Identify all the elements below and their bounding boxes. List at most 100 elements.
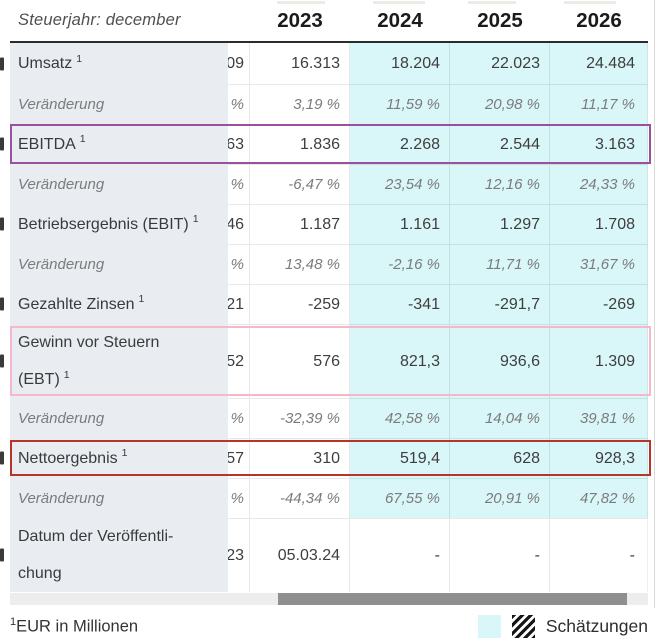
cell-2025: 1.297: [450, 204, 550, 244]
clipped-text-fragment: [0, 548, 4, 562]
cell-2024: 67,55 %: [350, 478, 450, 518]
clipped-hidden-column-value: 23: [228, 518, 250, 592]
cell-2026: -269: [550, 284, 648, 324]
clipped-text-fragment: [0, 217, 4, 231]
container-right-border: [654, 0, 655, 608]
row-label: Betriebsergebnis (EBIT) 1: [10, 204, 228, 244]
hatched-swatch-icon: [511, 614, 535, 638]
row-label: Veränderung: [10, 84, 228, 124]
cell-2023: -44,34 %: [250, 478, 350, 518]
row-label: Umsatz 1: [10, 43, 228, 84]
row-label: Datum der Veröffentli- chung: [10, 518, 228, 592]
cell-2023: 13,48 %: [250, 244, 350, 284]
cell-2023: 1.836: [250, 124, 350, 164]
cell-2025: -291,7: [450, 284, 550, 324]
table-row: Veränderung% -6,47 % 23,54 % 12,16 % 24,33 %: [10, 164, 648, 204]
clipped-top-content: [468, 1, 516, 4]
cell-2026: 39,81 %: [550, 398, 648, 438]
cell-2026: -: [550, 518, 648, 592]
clipped-top-content: [564, 1, 616, 4]
footnote-marker: 1: [79, 133, 86, 146]
cell-2025: 2.544: [450, 124, 550, 164]
clipped-hidden-column-value: %: [228, 244, 250, 284]
cell-2023: 576: [250, 324, 350, 398]
clipped-top-content: [277, 1, 325, 4]
clipped-hidden-column-value: %: [228, 398, 250, 438]
clipped-hidden-column-value: 52: [228, 324, 250, 398]
row-label: Gewinn vor Steuern (EBT) 1: [10, 324, 228, 398]
cell-2026: 24,33 %: [550, 164, 648, 204]
horizontal-scrollbar-track[interactable]: [10, 593, 648, 605]
clipped-hidden-column-value: %: [228, 84, 250, 124]
cell-2026: 3.163: [550, 124, 648, 164]
cell-2023: -6,47 %: [250, 164, 350, 204]
cell-2024: 23,54 %: [350, 164, 450, 204]
table-row: Veränderung% 3,19 % 11,59 % 20,98 % 11,17 %: [10, 84, 648, 124]
table-header: Steuerjahr: december 2023 2024 2025 2026: [10, 0, 648, 43]
clipped-hidden-column-value: %: [228, 478, 250, 518]
cell-2024: -2,16 %: [350, 244, 450, 284]
footnote-marker: 1: [192, 213, 199, 226]
footnote-marker: 1: [76, 52, 83, 65]
clipped-hidden-column-value: 63: [228, 124, 250, 164]
cell-2025: 936,6: [450, 324, 550, 398]
row-label: Nettoergebnis 1: [10, 438, 228, 478]
footnote-eur-millions: 1EUR in Millionen: [10, 615, 139, 636]
cell-2023: -259: [250, 284, 350, 324]
estimate-color-swatch: [477, 614, 501, 638]
estimates-legend: Schätzungen: [477, 614, 648, 638]
cell-2023: 1.187: [250, 204, 350, 244]
row-label: Veränderung: [10, 164, 228, 204]
clipped-hidden-column-value: 57: [228, 438, 250, 478]
row-label: Gezahlte Zinsen 1: [10, 284, 228, 324]
row-label: Veränderung: [10, 478, 228, 518]
clipped-text-fragment: [0, 57, 4, 70]
footnote-marker: 1: [121, 447, 128, 460]
cell-2026: 24.484: [550, 43, 648, 84]
column-header-2025: 2025: [477, 8, 523, 32]
table-grid: Umsatz10916.31318.20422.02324.484Verände…: [0, 43, 651, 592]
cell-2025: 11,71 %: [450, 244, 550, 284]
cell-2024: 18.204: [350, 43, 450, 84]
cell-2023: 310: [250, 438, 350, 478]
clipped-text-fragment: [0, 451, 4, 465]
footnote-marker: 1: [10, 615, 17, 628]
cell-2025: -: [450, 518, 550, 592]
clipped-text-fragment: [0, 297, 4, 311]
table-row: Veränderung% -32,39 % 42,58 % 14,04 % 39,81 …: [10, 398, 648, 438]
cell-2023: 16.313: [250, 43, 350, 84]
cell-2024: 11,59 %: [350, 84, 450, 124]
cell-2024: 519,4: [350, 438, 450, 478]
footnote-marker: 1: [63, 368, 70, 381]
table-row: Veränderung% 13,48 % -2,16 % 11,71 % 31,67 %: [10, 244, 648, 284]
clipped-hidden-column-value: 46: [228, 204, 250, 244]
row-label: Veränderung: [10, 398, 228, 438]
cell-2025: 20,98 %: [450, 84, 550, 124]
column-header-2023: 2023: [277, 8, 323, 32]
cell-2024: 2.268: [350, 124, 450, 164]
clipped-text-fragment: [0, 137, 4, 151]
cell-2026: 1.309: [550, 324, 648, 398]
clipped-hidden-column-value: %: [228, 164, 250, 204]
cell-2025: 22.023: [450, 43, 550, 84]
cell-2024: 42,58 %: [350, 398, 450, 438]
table-row: Veränderung% -44,34 % 67,55 % 20,91 % 47,82 …: [10, 478, 648, 518]
cell-2026: 1.708: [550, 204, 648, 244]
row-label: Veränderung: [10, 244, 228, 284]
cell-2023: 05.03.24: [250, 518, 350, 592]
cell-2026: 47,82 %: [550, 478, 648, 518]
cell-2026: 31,67 %: [550, 244, 648, 284]
cell-2024: -341: [350, 284, 450, 324]
clipped-hidden-column-value: 21: [228, 284, 250, 324]
clipped-top-content: [373, 1, 425, 4]
table-row: Datum der Veröffentli- chung2305.03.24--…: [0, 518, 648, 592]
table-row: Gezahlte Zinsen121-259-341-291,7-269: [0, 284, 648, 324]
cell-2024: 1.161: [350, 204, 450, 244]
table-footer: 1EUR in Millionen Schätzungen: [10, 611, 648, 641]
cell-2024: -: [350, 518, 450, 592]
cell-2025: 20,91 %: [450, 478, 550, 518]
horizontal-scrollbar-thumb[interactable]: [278, 593, 627, 605]
